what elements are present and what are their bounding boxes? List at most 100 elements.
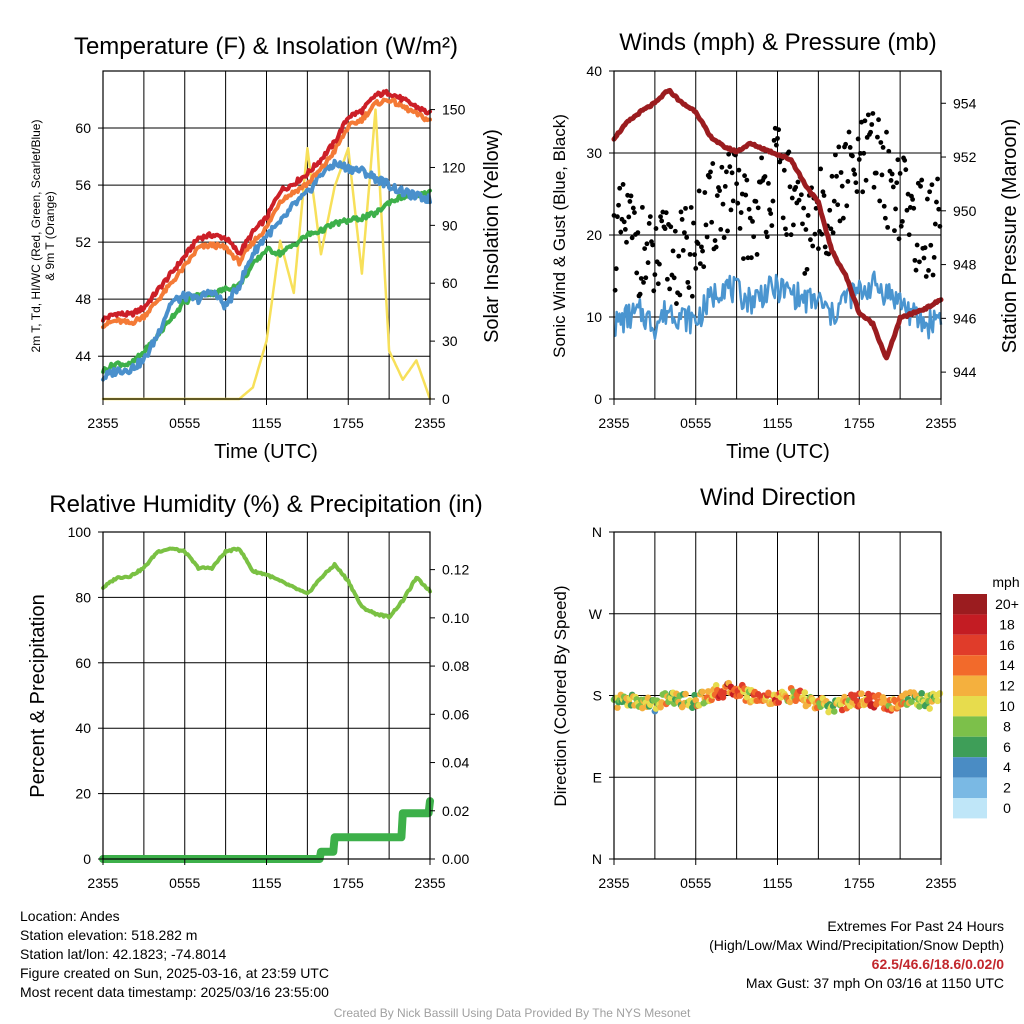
winds-panel: 2355 0555 1155 1755 2355 0 10 20 30 40 944 946 948 95… [586,63,976,431]
extremes-values: 62.5/46.6/18.6/0.02/0 [871,956,1004,972]
gust-point [844,203,850,209]
y-tick-label: 0 [594,391,602,407]
gust-point [655,281,661,287]
x-tick-label: 2355 [414,415,445,431]
gust-point [726,151,732,157]
gust-point [676,253,682,259]
elevation-text: Station elevation: 518.282 m [20,927,198,943]
gust-point [857,150,863,156]
gust-point [904,207,910,213]
y-tick-label: 48 [75,291,91,307]
x-tick-label: 2355 [87,875,118,891]
gust-point [613,266,619,272]
gust-point [632,210,637,215]
legend-swatch [953,736,987,758]
gust-point [834,173,839,179]
humidity-panel: 2355 0555 1155 1755 2355 0 20 40 60 80 100 0.00 0.02… [68,524,470,891]
gust-point [845,179,851,184]
y-tick-label: S [593,688,602,704]
temperature-y-right-axis-label: Solar Insolation (Yellow) [481,129,503,343]
gust-point [902,157,908,163]
gust-point [931,255,937,260]
legend-swatch [953,614,987,635]
gust-point [875,134,880,140]
direction-point [830,708,838,715]
y-right-tick-label: 30 [442,333,458,349]
legend-label: 14 [999,657,1015,673]
gust-point [667,286,673,292]
x-tick-label: 0555 [169,875,200,891]
y-tick-label: 56 [75,177,91,193]
temperature-x-axis-label: Time (UTC) [214,441,318,463]
gust-point [664,276,670,282]
gust-point [684,235,690,240]
x-tick-label: 0555 [680,875,711,891]
gust-point [730,198,736,204]
direction-y-axis-label: Direction (Colored By Speed) [551,585,570,806]
gust-point [833,152,838,158]
gust-point [703,222,709,228]
y-tick-label: 60 [75,120,91,136]
gust-point [687,251,693,257]
gust-point [800,221,805,227]
extremes-info: Extremes For Past 24 Hours (High/Low/Max… [709,917,1004,993]
gust-point [686,285,692,290]
x-tick-label: 2355 [598,415,629,431]
gust-point [724,169,729,175]
gust-point [788,232,794,238]
x-tick-label: 1755 [844,415,875,431]
y-tick-label: N [592,851,602,867]
gust-point [911,205,917,211]
gust-point [917,259,922,265]
y-right-tick-label: 954 [953,95,977,111]
gust-point [829,173,835,179]
gust-point [870,111,876,116]
y-right-tick-label: 944 [953,364,977,380]
gust-point [615,214,620,220]
gust-point [725,228,730,234]
gust-point [820,189,826,195]
gust-point [644,241,650,247]
gust-point [839,183,845,189]
direction-point [775,699,782,706]
gust-point [899,219,905,224]
gust-point [924,196,930,202]
legend-swatch [953,594,987,615]
legend-label: 2 [1003,780,1011,796]
gust-point [912,257,918,263]
gust-point [622,226,628,232]
gust-point [895,157,901,163]
x-tick-label: 2355 [598,875,629,891]
gust-point [748,255,754,261]
gust-point [621,219,627,225]
gust-point [893,206,898,212]
gust-point [639,204,645,210]
gust-point [653,226,659,231]
gust-point [927,189,933,195]
gust-point [696,188,702,194]
gust-point [898,223,904,229]
gust-point [828,226,834,232]
temperature-y-axis-label-2: & 9m T (Orange) [43,191,57,281]
gust-point [882,215,888,221]
gust-point [786,149,792,155]
gust-point [805,213,811,218]
gust-point [689,293,695,299]
direction-point [801,689,809,696]
direction-chart-title: Wind Direction [700,484,856,511]
credit-text: Created By Nick Bassill Using Data Provi… [333,1006,691,1020]
gust-point [713,244,719,250]
legend-swatch [953,716,987,737]
gust-point [700,248,705,254]
gust-point [737,226,743,231]
gust-point [744,177,750,183]
legend-swatch [953,798,987,819]
gust-point [830,230,836,236]
gust-point [681,230,687,236]
y-tick-label: W [589,606,603,622]
y-tick-label: 40 [75,720,91,736]
direction-point [614,704,621,711]
legend-label: 18 [999,616,1015,632]
gust-point [652,272,658,278]
gust-point [856,157,862,162]
